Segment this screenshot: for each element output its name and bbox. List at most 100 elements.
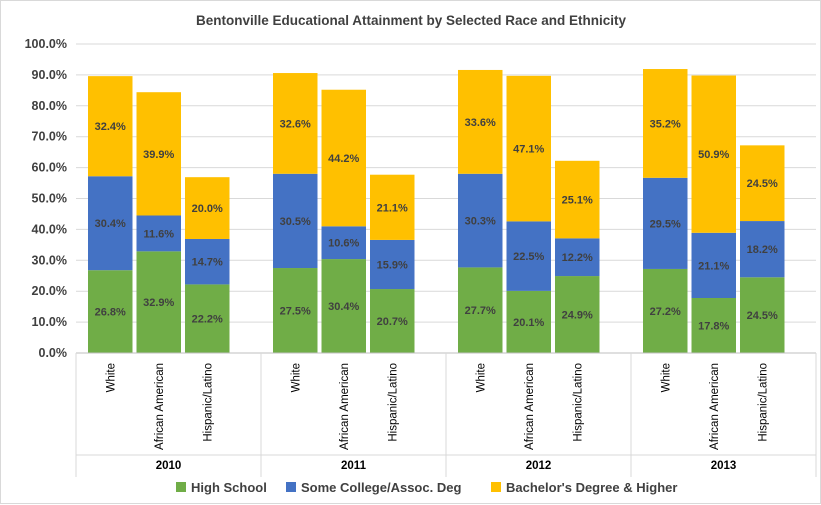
- bar-some-college-2013-0: [643, 177, 688, 269]
- x-group-label: 2011: [341, 460, 367, 472]
- x-category-label: African American: [339, 363, 351, 450]
- bar-bachelors-2013-0: [643, 69, 688, 178]
- x-axis: White African American Hispanic/Latino 2010…: [75, 352, 817, 477]
- legend-label: High School: [191, 480, 267, 495]
- bar-bachelors-2011-2: [370, 174, 415, 240]
- data-label: 30.4%: [95, 218, 126, 230]
- x-category-label: African American: [154, 363, 166, 450]
- data-label: 20.0%: [192, 203, 223, 215]
- x-category-label: Hispanic/Latino: [572, 363, 584, 442]
- data-label: 50.9%: [698, 149, 729, 161]
- x-group-label: 2013: [711, 460, 737, 472]
- x-category-label: White: [290, 363, 302, 392]
- data-label: 22.5%: [513, 251, 544, 263]
- bar-high-school-2011-0: [273, 268, 318, 353]
- y-axis: 0.0% 10.0% 20.0% 30.0% 40.0% 50.0% 60.0% 70.0% 8…: [25, 37, 67, 360]
- data-label: 27.5%: [280, 306, 311, 318]
- data-label: 44.2%: [328, 153, 359, 165]
- bar-high-school-2013-1: [691, 297, 736, 353]
- legend-label: Some College/Assoc. Deg: [301, 480, 461, 495]
- bar-high-school-2010-2: [185, 284, 230, 353]
- data-label: 30.5%: [280, 216, 311, 228]
- bar-bachelors-2010-2: [185, 177, 230, 239]
- data-label: 35.2%: [650, 118, 681, 130]
- data-label: 30.3%: [465, 216, 496, 228]
- bar-high-school-2012-1: [506, 290, 551, 353]
- data-label: 26.8%: [95, 307, 126, 319]
- data-label: 47.1%: [513, 144, 544, 156]
- y-tick-label: 20.0%: [32, 284, 67, 298]
- bar-bachelors-2011-1: [321, 89, 366, 227]
- data-label: 33.6%: [465, 117, 496, 129]
- x-category-label: White: [660, 363, 672, 392]
- bar-some-college-2011-2: [370, 239, 415, 290]
- data-label: 32.6%: [280, 118, 311, 130]
- x-category-label: Hispanic/Latino: [202, 363, 214, 442]
- x-category-label: Hispanic/Latino: [387, 363, 399, 442]
- data-label: 24.5%: [747, 310, 778, 322]
- bar-high-school-2010-1: [136, 251, 181, 353]
- bar-bachelors-2012-2: [555, 160, 600, 239]
- data-label: 22.2%: [192, 314, 223, 326]
- data-label: 27.2%: [650, 306, 681, 318]
- data-label: 25.1%: [562, 195, 593, 207]
- data-label: 14.7%: [192, 257, 223, 269]
- x-group-label: 2010: [156, 460, 182, 472]
- x-category-label: White: [475, 363, 487, 392]
- x-category-label: Hispanic/Latino: [757, 363, 769, 442]
- bar-bachelors-2012-1: [506, 75, 551, 222]
- bar-bachelors-2013-1: [691, 75, 736, 233]
- data-label: 39.9%: [143, 149, 174, 161]
- y-tick-label: 0.0%: [39, 346, 68, 360]
- y-tick-label: 40.0%: [32, 222, 67, 236]
- bar-some-college-2012-0: [458, 173, 503, 268]
- data-label: 20.7%: [377, 316, 408, 328]
- data-label: 11.6%: [143, 228, 174, 240]
- data-labels: 26.8% 30.4% 32.4% 32.9% 11.6% 39.9% 22.2% 14.7%…: [95, 117, 778, 333]
- data-label: 21.1%: [698, 260, 729, 272]
- x-category-label: African American: [709, 363, 721, 450]
- data-label: 32.4%: [95, 121, 126, 133]
- bar-some-college-2013-2: [740, 221, 785, 278]
- bar-some-college-2012-2: [555, 238, 600, 277]
- y-tick-label: 60.0%: [32, 161, 67, 175]
- y-tick-label: 50.0%: [32, 192, 67, 206]
- legend: High School Some College/Assoc. Deg Bachel…: [176, 480, 677, 495]
- bar-bachelors-2013-2: [740, 145, 785, 222]
- data-label: 18.2%: [747, 244, 778, 256]
- bar-some-college-2010-2: [185, 238, 230, 285]
- x-category-label: African American: [524, 363, 536, 450]
- data-label: 15.9%: [377, 259, 408, 271]
- bar-high-school-2011-1: [321, 259, 366, 353]
- bar-high-school-2012-2: [555, 276, 600, 353]
- data-label: 24.9%: [562, 310, 593, 322]
- x-group-label: 2012: [526, 460, 552, 472]
- data-label: 30.4%: [328, 301, 359, 313]
- y-tick-label: 70.0%: [32, 130, 67, 144]
- y-tick-label: 100.0%: [25, 37, 67, 51]
- bar-some-college-2011-0: [273, 173, 318, 269]
- data-label: 27.7%: [465, 305, 496, 317]
- bar-bachelors-2011-0: [273, 73, 318, 174]
- bar-bachelors-2010-0: [88, 76, 133, 177]
- bar-some-college-2010-0: [88, 176, 133, 271]
- bar-some-college-2012-1: [506, 221, 551, 291]
- data-label: 29.5%: [650, 218, 681, 230]
- bar-some-college-2011-1: [321, 226, 366, 260]
- data-label: 21.1%: [377, 202, 408, 214]
- bar-high-school-2013-2: [740, 277, 785, 353]
- data-label: 10.6%: [328, 238, 359, 250]
- data-label: 24.5%: [747, 178, 778, 190]
- y-tick-label: 90.0%: [32, 68, 67, 82]
- data-label: 17.8%: [698, 320, 729, 332]
- legend-swatch: [286, 482, 296, 492]
- bars: [88, 69, 785, 353]
- data-label: 12.2%: [562, 252, 593, 264]
- x-category-label: White: [105, 363, 117, 392]
- legend-swatch: [491, 482, 501, 492]
- y-tick-label: 30.0%: [32, 253, 67, 267]
- bar-high-school-2013-0: [643, 268, 688, 353]
- data-label: 32.9%: [143, 297, 174, 309]
